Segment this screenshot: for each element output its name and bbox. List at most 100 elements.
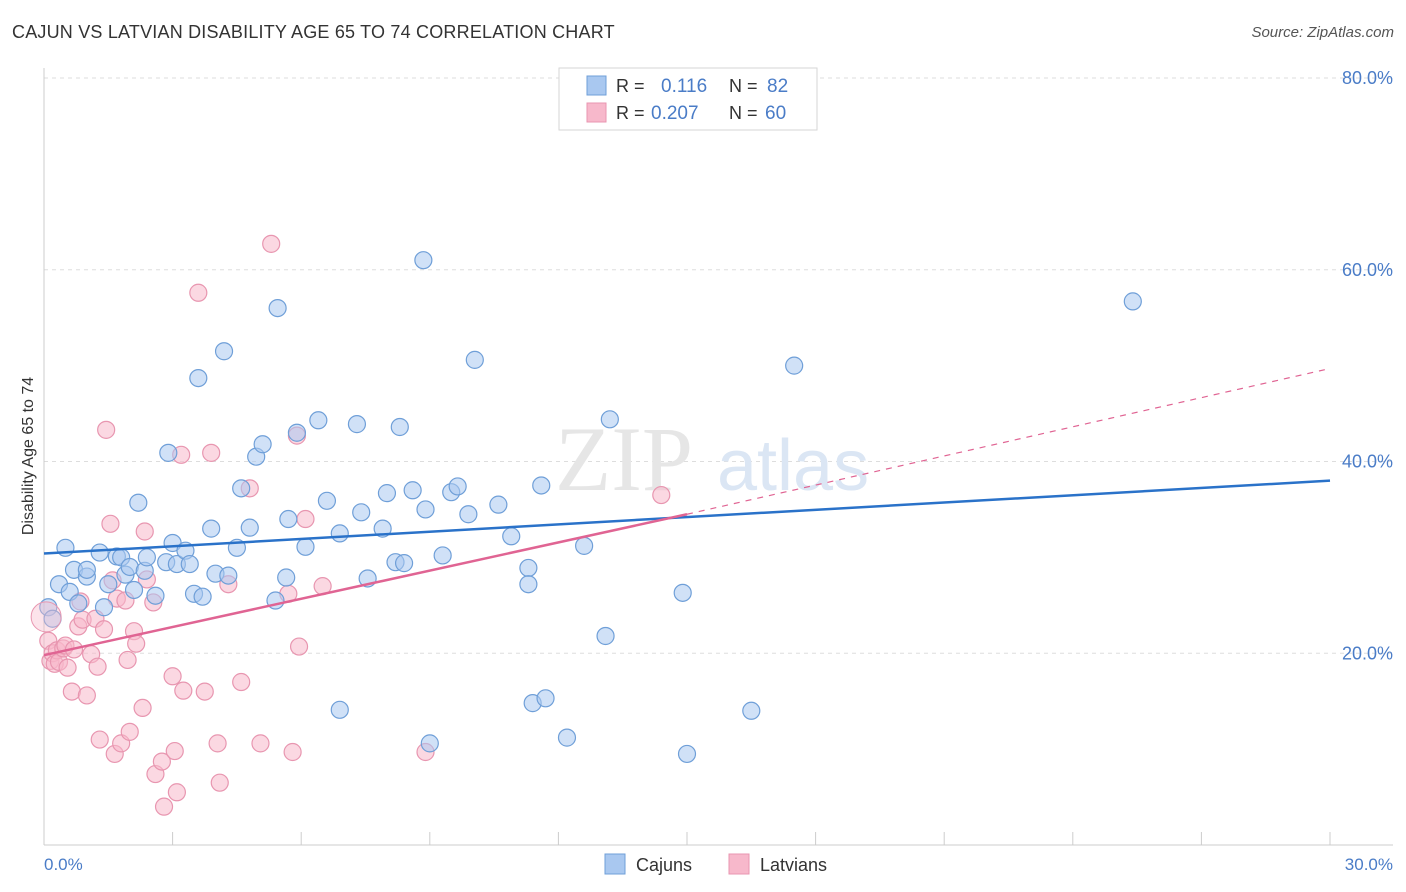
latvian-point	[195, 682, 214, 701]
latvians-series	[39, 234, 671, 816]
bottom-legend-cajuns-label: Cajuns	[636, 855, 692, 875]
latvian-point	[283, 742, 302, 762]
cajun-point	[124, 580, 144, 600]
latvian-point	[118, 650, 137, 670]
cajun-point	[253, 435, 272, 454]
latvian-point	[88, 657, 107, 676]
cajun-point	[202, 519, 221, 538]
source-label: Source: ZipAtlas.com	[1251, 24, 1394, 41]
cajun-point	[99, 575, 118, 594]
cajun-point	[448, 477, 467, 496]
bottom-legend: Cajuns Latvians	[604, 853, 827, 875]
y-tick-label-40: 40.0%	[1342, 452, 1393, 472]
legend-latvians-n-value: 60	[765, 103, 786, 124]
latvian-point	[165, 741, 184, 761]
latvian-point	[296, 509, 315, 529]
cajun-point	[420, 734, 439, 753]
latvian-point	[154, 797, 174, 816]
cajun-point	[394, 554, 414, 573]
cajun-point	[416, 500, 435, 519]
y-tick-label-60: 60.0%	[1342, 260, 1393, 280]
cajun-point	[129, 493, 148, 512]
cajun-point	[465, 350, 484, 369]
cajun-point	[189, 368, 208, 388]
latvian-point	[127, 634, 146, 653]
cajun-point	[232, 479, 251, 498]
trend-lines	[43, 367, 1331, 657]
cajun-point	[330, 700, 349, 719]
cajun-point	[120, 557, 139, 577]
latvian-point	[652, 485, 671, 505]
latvian-point	[133, 698, 152, 717]
latvian-point	[30, 601, 62, 633]
legend-cajuns-swatch	[586, 75, 607, 96]
latvian-point	[135, 522, 154, 541]
cajun-point	[433, 546, 452, 565]
cajun-point	[403, 481, 422, 500]
latvian-point	[101, 514, 120, 533]
y-axis-title: Disability Age 65 to 74	[20, 377, 37, 535]
cajuns-trend-line	[43, 479, 1331, 555]
cajun-point	[277, 568, 296, 587]
cajun-point	[352, 503, 371, 522]
cajun-point	[296, 537, 315, 556]
legend-latvians-r-label: R =	[616, 103, 645, 123]
cajun-point	[279, 509, 298, 529]
cajun-point	[519, 575, 538, 594]
cajun-point	[557, 728, 577, 747]
bottom-legend-latvians-swatch	[728, 853, 750, 875]
legend-cajuns-n-value: 82	[767, 76, 788, 97]
cajun-point	[159, 443, 178, 462]
y-tick-label-80: 80.0%	[1342, 68, 1393, 88]
bottom-legend-latvians-label: Latvians	[760, 855, 827, 875]
latvian-point	[202, 443, 221, 462]
y-tick-label-20: 20.0%	[1342, 643, 1393, 663]
x-tick-label-min: 0.0%	[44, 855, 83, 874]
cajun-point	[69, 594, 88, 613]
cajun-point	[459, 505, 478, 524]
latvian-point	[77, 686, 96, 705]
cajun-point	[268, 299, 287, 318]
latvian-point	[262, 234, 281, 253]
cajun-point	[309, 411, 328, 430]
cajun-point	[575, 536, 594, 555]
latvian-point	[62, 682, 81, 701]
latvian-point	[120, 722, 139, 741]
cajun-point	[137, 548, 156, 567]
cajun-point	[489, 495, 508, 514]
watermark-atlas: atlas	[717, 426, 869, 506]
latvian-point	[163, 667, 182, 686]
latvian-point	[232, 672, 251, 692]
legend-latvians-swatch	[586, 102, 607, 123]
latvian-point	[167, 783, 186, 802]
latvian-point	[251, 734, 270, 753]
cajun-point	[677, 744, 697, 764]
cajun-point	[214, 342, 234, 361]
cajun-point	[347, 415, 367, 434]
watermark-zip: ZIP	[555, 408, 693, 510]
latvian-point	[97, 420, 116, 439]
cajun-point	[414, 251, 433, 270]
y-tick-labels: 20.0% 40.0% 60.0% 80.0%	[1342, 68, 1393, 663]
bottom-legend-cajuns-swatch	[604, 853, 626, 875]
cajun-point	[532, 476, 551, 495]
cajun-point	[240, 518, 259, 537]
cajun-point	[1123, 292, 1142, 311]
legend-cajuns-r-label: R =	[616, 76, 645, 96]
x-tick-marks	[43, 832, 1331, 845]
legend-latvians-n-label: N =	[729, 103, 758, 123]
cajun-point	[193, 587, 212, 606]
legend: R = 0.116 N = 82 R = 0.207 N = 60	[558, 67, 818, 131]
x-tick-label-max: 30.0%	[1345, 855, 1393, 874]
legend-latvians-r-value: 0.207	[651, 103, 699, 124]
latvians-trend-line	[43, 513, 688, 657]
cajun-point	[673, 583, 692, 602]
cajun-point	[390, 417, 409, 437]
latvian-point	[210, 773, 229, 792]
latvian-point	[189, 283, 208, 302]
cajun-point	[94, 598, 114, 617]
cajun-point	[77, 560, 96, 579]
cajun-point	[330, 524, 349, 543]
cajun-point	[377, 484, 397, 503]
